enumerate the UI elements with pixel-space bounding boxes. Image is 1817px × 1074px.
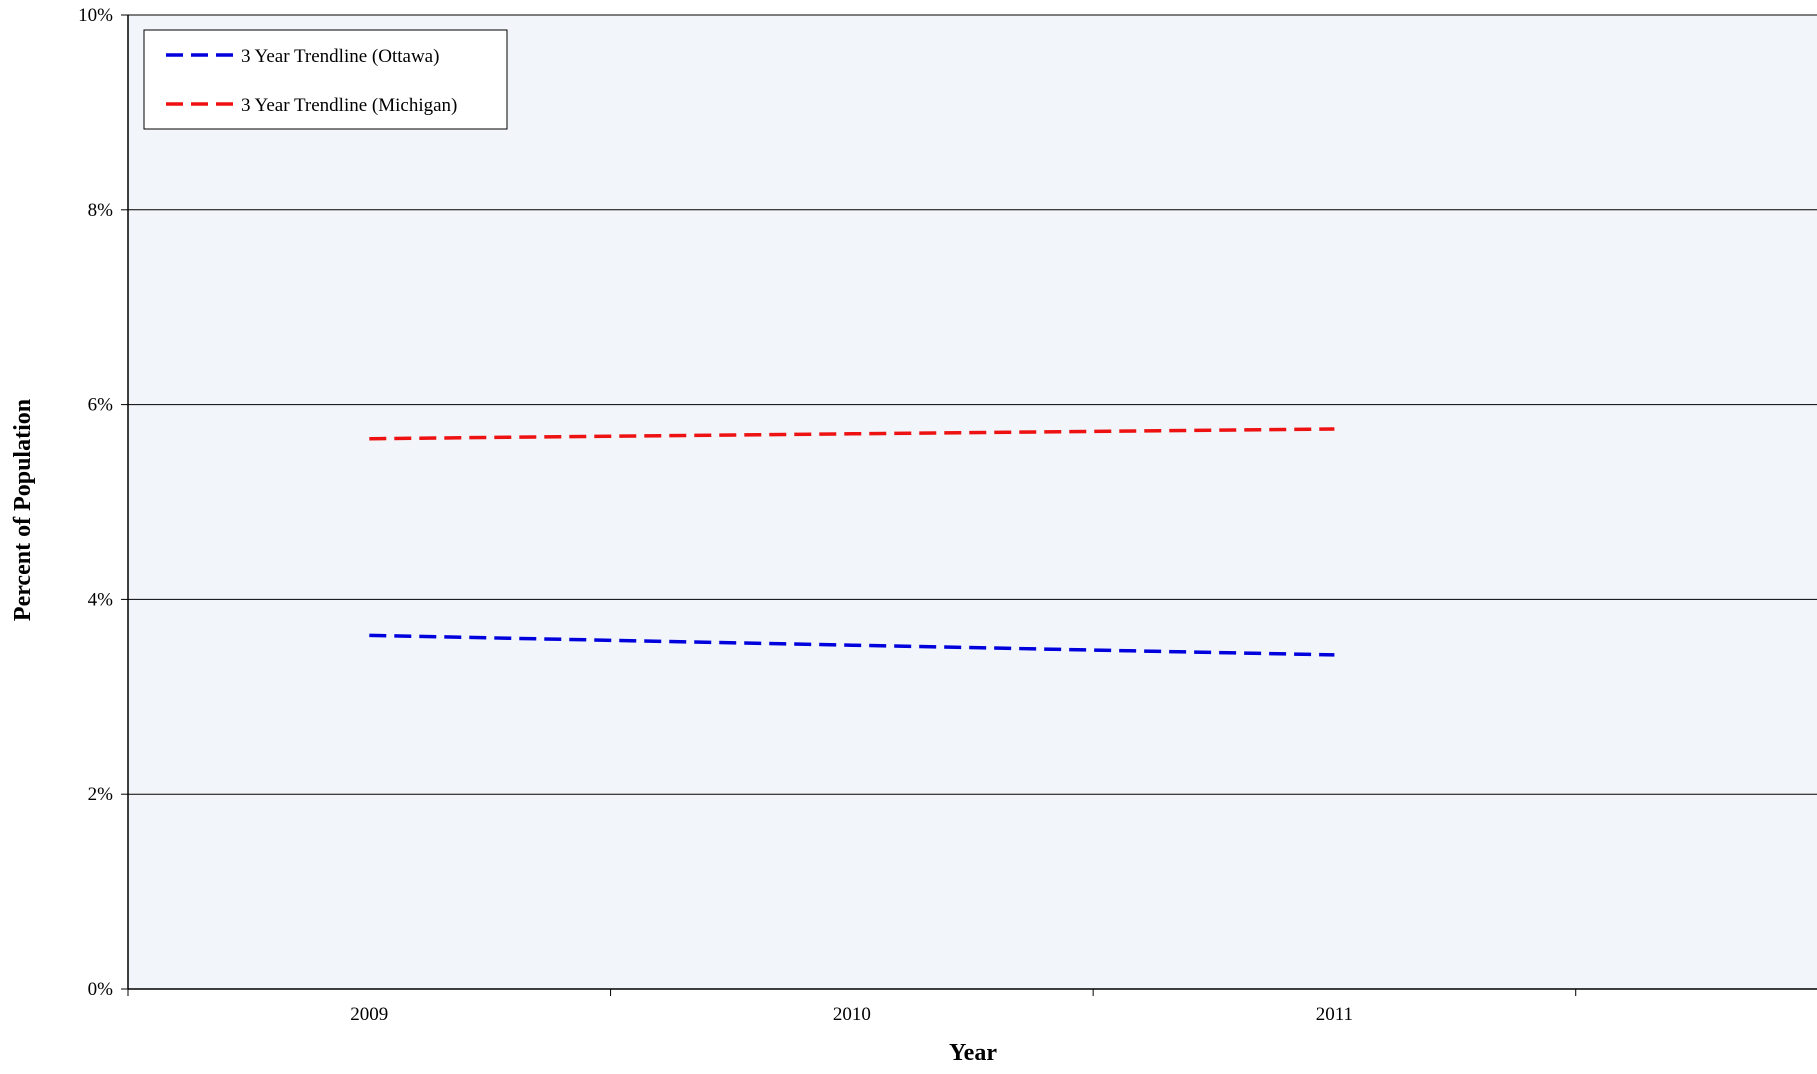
y-tick-label: 8% [88, 200, 114, 221]
tick-labels: 0% 2% 4% 6% 8% 10% 2009 2010 2011 [78, 5, 1353, 1025]
y-tick-label: 2% [88, 784, 114, 805]
legend-box [143, 29, 508, 130]
legend-label-michigan: 3 Year Trendline (Michigan) [241, 95, 457, 116]
legend-label-ottawa: 3 Year Trendline (Ottawa) [241, 46, 439, 67]
y-tick-label: 4% [88, 589, 114, 610]
series-lines [369, 427, 1335, 657]
x-tick-label: 2010 [833, 1004, 871, 1025]
legend: 3 Year Trendline (Ottawa) 3 Year Trendli… [143, 29, 508, 130]
y-axis-title: Percent of Population [10, 399, 36, 621]
x-tick-label: 2011 [1316, 1004, 1353, 1025]
plot-area [128, 15, 1817, 989]
x-tick-label: 2009 [350, 1004, 388, 1025]
x-axis-title: Year [949, 1040, 997, 1066]
y-tick-label: 0% [88, 979, 114, 1000]
y-tick-label: 6% [88, 395, 114, 416]
y-tick-label: 10% [78, 5, 113, 26]
gridlines [128, 14, 1817, 795]
series-line-1 [369, 427, 1335, 441]
axes [121, 14, 1817, 996]
series-line-0 [369, 633, 1335, 657]
